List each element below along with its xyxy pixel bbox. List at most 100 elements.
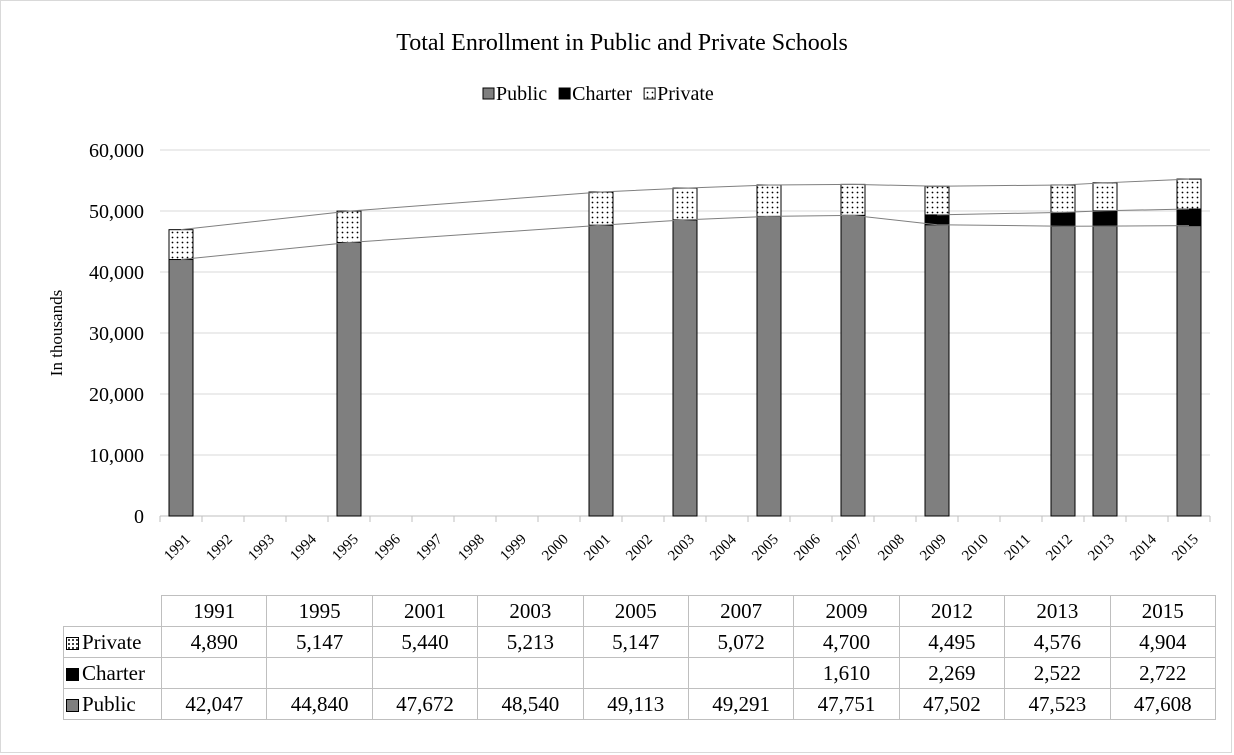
bar-public bbox=[1050, 225, 1076, 517]
bar-public bbox=[672, 219, 698, 517]
x-tick-label: 2000 bbox=[539, 532, 572, 565]
table-cell: 4,576 bbox=[1004, 626, 1111, 658]
legend-key-icon bbox=[66, 667, 79, 681]
table-cell: 47,608 bbox=[1109, 688, 1216, 720]
bar-public bbox=[924, 224, 950, 517]
legend-swatch bbox=[643, 87, 656, 100]
x-tick-label: 1999 bbox=[497, 532, 530, 565]
table-header-cell: 1995 bbox=[266, 595, 373, 627]
x-tick-label: 1991 bbox=[161, 532, 194, 565]
series-lines bbox=[180, 178, 1190, 261]
chart-title: Total Enrollment in Public and Private S… bbox=[396, 30, 848, 56]
table-cell: 47,523 bbox=[1004, 688, 1111, 720]
x-tick-label: 2011 bbox=[1002, 532, 1034, 564]
row-label-text: Private bbox=[82, 630, 142, 654]
legend-label: Private bbox=[657, 83, 714, 105]
row-label-text: Charter bbox=[82, 661, 145, 685]
table-row: Charter 1,610 2,269 2,522 2,722 bbox=[63, 657, 1216, 689]
bar-private bbox=[924, 185, 950, 216]
legend-swatch bbox=[482, 87, 495, 100]
table-cell: 47,502 bbox=[898, 688, 1006, 720]
table-cell: 1,610 bbox=[793, 657, 900, 689]
table-cell: 4,700 bbox=[793, 626, 900, 658]
table-header-cell: 2015 bbox=[1109, 595, 1216, 627]
table-cell: 47,751 bbox=[793, 688, 900, 720]
legend-key-icon bbox=[66, 698, 79, 712]
table-cell: 4,495 bbox=[898, 626, 1006, 658]
y-axis-label: In thousands bbox=[47, 290, 66, 376]
table-cell: 5,072 bbox=[687, 626, 795, 658]
bar-public bbox=[840, 214, 866, 517]
legend: Public Charter Private bbox=[482, 83, 714, 105]
x-tick-label: 2002 bbox=[623, 532, 656, 565]
legend-label: Charter bbox=[572, 83, 632, 105]
bar-private bbox=[588, 191, 614, 226]
y-tick-label: 0 bbox=[134, 506, 144, 528]
legend-label: Public bbox=[496, 83, 547, 105]
y-tick-label: 20,000 bbox=[89, 384, 144, 406]
bar-public bbox=[1092, 225, 1118, 517]
x-axis: 1991 1992 1993 1994 1995 1996 1997 1998 1999 2000… bbox=[159, 516, 1211, 565]
table-header-cell: 2013 bbox=[1004, 595, 1111, 627]
table-cell: 5,147 bbox=[266, 626, 373, 658]
table-cell: 4,904 bbox=[1109, 626, 1216, 658]
x-tick-label: 1997 bbox=[413, 531, 446, 564]
series-line-charter bbox=[936, 208, 1190, 216]
x-tick-label: 2008 bbox=[875, 532, 908, 565]
y-tick-label: 60,000 bbox=[89, 140, 144, 162]
table-row-label: Public bbox=[63, 688, 162, 720]
bar-public bbox=[168, 259, 194, 517]
bar-charter bbox=[1050, 211, 1076, 227]
y-tick-label: 50,000 bbox=[89, 201, 144, 223]
bar-private bbox=[672, 187, 698, 221]
bar-charter bbox=[1092, 210, 1118, 227]
table-header-cell: 2012 bbox=[898, 595, 1006, 627]
table-header-cell: 1991 bbox=[160, 595, 268, 627]
bar-public bbox=[1176, 225, 1202, 517]
table-header-cell: 2005 bbox=[582, 595, 689, 627]
table-cell bbox=[266, 657, 373, 689]
bar-private bbox=[168, 229, 194, 261]
row-label-text: Public bbox=[82, 692, 136, 716]
table-cell: 2,269 bbox=[898, 657, 1006, 689]
table-cell: 2,522 bbox=[1004, 657, 1111, 689]
table-cell: 5,213 bbox=[477, 626, 584, 658]
x-tick-label: 1994 bbox=[287, 531, 320, 564]
x-tick-label: 2006 bbox=[791, 531, 824, 564]
table-cell bbox=[371, 657, 479, 689]
bar-charter bbox=[1176, 208, 1202, 227]
table-row-label: Private bbox=[63, 626, 162, 658]
table-cell: 47,672 bbox=[371, 688, 479, 720]
table-cell: 42,047 bbox=[160, 688, 268, 720]
table-cell: 5,147 bbox=[582, 626, 689, 658]
table-header-cell: 2003 bbox=[477, 595, 584, 627]
table-cell: 5,440 bbox=[371, 626, 479, 658]
x-tick-label: 2010 bbox=[959, 532, 992, 565]
x-tick-label: 2015 bbox=[1169, 532, 1202, 565]
x-tick-label: 2013 bbox=[1085, 532, 1118, 565]
table-cell: 49,113 bbox=[582, 688, 689, 720]
table-cell bbox=[160, 657, 268, 689]
x-tick-label: 1992 bbox=[203, 532, 236, 565]
bar-private bbox=[756, 184, 782, 217]
table-corner bbox=[63, 595, 162, 627]
x-tick-label: 2012 bbox=[1043, 532, 1076, 565]
table-header-cell: 2001 bbox=[371, 595, 479, 627]
table-cell: 4,890 bbox=[160, 626, 268, 658]
x-tick-label: 2001 bbox=[581, 532, 614, 565]
table-cell: 49,291 bbox=[687, 688, 795, 720]
bar-private bbox=[336, 210, 362, 243]
x-tick-label: 2009 bbox=[917, 532, 950, 565]
table-cell bbox=[687, 657, 795, 689]
table-cell: 44,840 bbox=[266, 688, 373, 720]
x-tick-label: 2007 bbox=[833, 531, 866, 564]
y-tick-label: 30,000 bbox=[89, 323, 144, 345]
bar-charter bbox=[924, 214, 950, 226]
legend-swatch bbox=[558, 87, 571, 100]
x-tick-label: 1993 bbox=[245, 532, 278, 565]
table-cell bbox=[582, 657, 689, 689]
table-header-cell: 2009 bbox=[793, 595, 900, 627]
table-cell bbox=[477, 657, 584, 689]
